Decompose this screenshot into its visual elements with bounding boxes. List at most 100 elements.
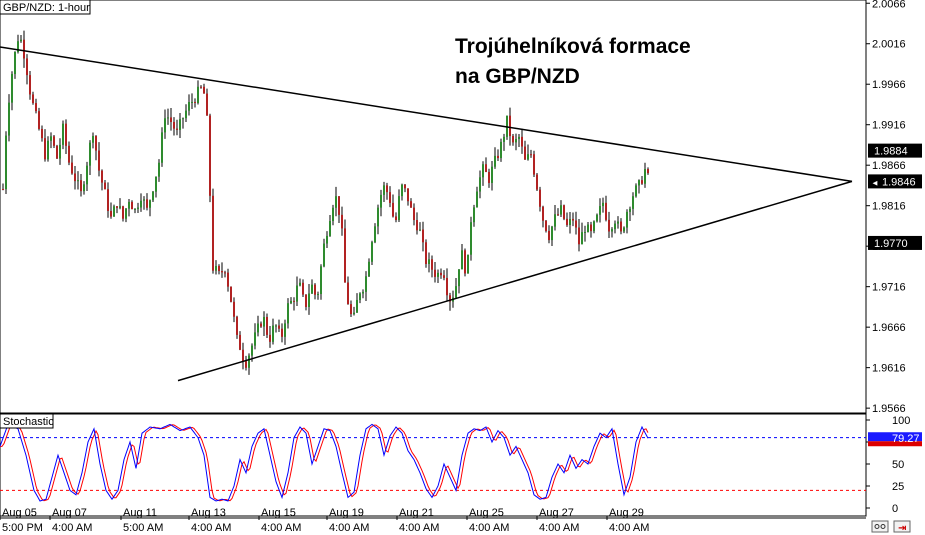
candle: [566, 212, 568, 227]
candle: [485, 157, 487, 173]
price-tick-label: 1.9916: [872, 120, 906, 132]
candle: [584, 225, 586, 242]
candle: [521, 128, 523, 154]
candle: [65, 119, 67, 154]
candle: [437, 269, 439, 284]
time-tick-label: Aug 29: [609, 507, 644, 519]
price-pane-frame: [0, 0, 867, 414]
candle: [335, 186, 337, 217]
candle: [347, 276, 349, 305]
candle: [578, 219, 580, 252]
chart-scroll-icon[interactable]: [871, 520, 889, 533]
time-tick-label: Aug 19: [329, 507, 364, 519]
candle: [365, 271, 367, 302]
candle: [392, 194, 394, 218]
candle: [176, 119, 178, 136]
candle: [86, 161, 88, 191]
candle: [536, 172, 538, 192]
candle: [20, 34, 22, 43]
candle: [344, 219, 346, 283]
candle: [491, 161, 493, 191]
stochastic-d-line: [0, 424, 649, 502]
stochastic-pane-frame: [0, 413, 867, 517]
symbol-label-box: [0, 0, 91, 15]
candle: [497, 149, 499, 161]
candle: [14, 51, 16, 79]
candle: [212, 188, 214, 274]
candle: [509, 107, 511, 146]
candle: [350, 300, 352, 318]
candle: [482, 161, 484, 186]
candle: [500, 138, 502, 162]
candle: [227, 268, 229, 292]
candle: [575, 211, 577, 235]
candle: [170, 108, 172, 131]
candle: [494, 147, 496, 169]
candle: [545, 220, 547, 233]
candle: [197, 80, 199, 105]
candle: [539, 186, 541, 212]
candle: [338, 196, 340, 224]
candle: [530, 149, 532, 158]
candle: [515, 133, 517, 151]
candle: [128, 199, 130, 217]
candle: [272, 318, 274, 345]
candle: [635, 183, 637, 198]
time-tick-sublabel: 4:00 AM: [539, 522, 579, 534]
candle: [626, 209, 628, 234]
candle: [215, 260, 217, 275]
candle: [434, 261, 436, 283]
candle: [200, 85, 202, 89]
candle: [410, 198, 412, 208]
time-tick-label: Aug 13: [191, 507, 226, 519]
stochastic-k-line: [0, 423, 649, 502]
chart-title-line-1: Trojúhelníková formace: [455, 35, 691, 58]
candle: [71, 155, 73, 175]
candle: [158, 159, 160, 182]
candle: [638, 179, 640, 194]
price-badge-label: 1.9884: [874, 146, 908, 158]
price-tick-label: 2.0016: [872, 39, 906, 51]
candle: [524, 140, 526, 160]
candle: [308, 284, 310, 315]
candle: [209, 113, 211, 203]
candle: [428, 252, 430, 273]
candle: [425, 239, 427, 268]
candle: [596, 213, 598, 223]
candle: [35, 98, 37, 114]
price-pane: [0, 0, 867, 414]
candle: [134, 208, 136, 214]
candle: [62, 120, 64, 150]
price-tick-label: 1.9966: [872, 79, 906, 91]
candle: [131, 200, 133, 210]
svg-text:⇥: ⇥: [898, 523, 906, 534]
candle: [143, 196, 145, 210]
candle: [41, 125, 43, 142]
candle: [281, 323, 283, 343]
candle: [527, 144, 529, 161]
candle: [608, 211, 610, 238]
candle: [164, 109, 166, 139]
candle: [218, 264, 220, 275]
candle: [647, 167, 649, 175]
candle: [296, 276, 298, 306]
candle: [68, 141, 70, 166]
candle: [203, 83, 205, 94]
current-price-arrow-icon: ◄: [871, 178, 879, 187]
candle: [461, 243, 463, 270]
candle: [320, 264, 322, 300]
candle: [404, 184, 406, 193]
candle: [26, 54, 28, 85]
close-icon[interactable]: ⇥: [893, 520, 911, 534]
candle: [152, 190, 154, 203]
time-tick-sublabel: 4:00 AM: [609, 522, 649, 534]
candle: [113, 204, 115, 217]
candle: [182, 117, 184, 129]
candle: [83, 181, 85, 195]
price-badges: 1.9884 1.9846◄ 1.9770: [868, 143, 922, 250]
candle: [140, 193, 142, 212]
candle: [305, 294, 307, 311]
time-tick-sublabel: 4:00 AM: [469, 522, 509, 534]
candle: [422, 221, 424, 252]
